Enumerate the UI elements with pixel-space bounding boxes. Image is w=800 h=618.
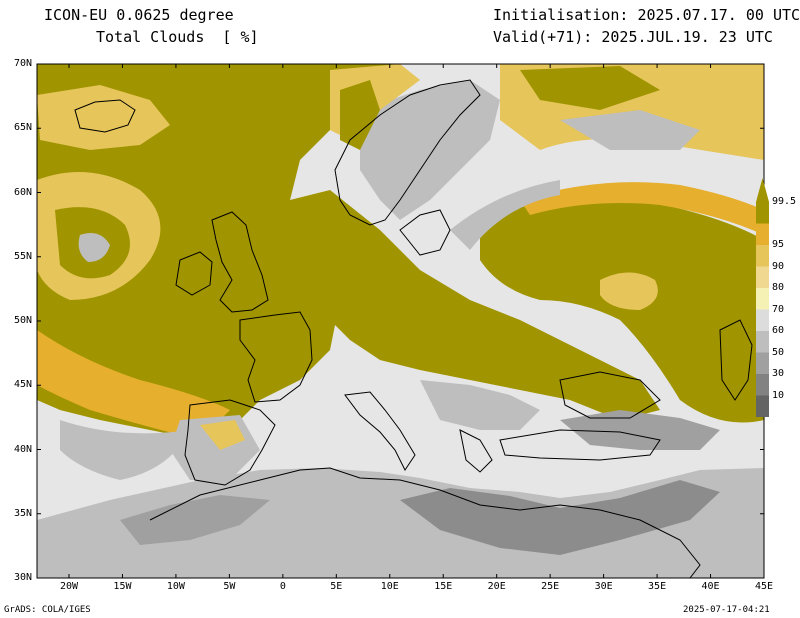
lon-label: 5E xyxy=(330,581,343,592)
lat-label: 70N xyxy=(13,58,32,69)
colorbar-segment xyxy=(756,395,769,417)
turkey-coast xyxy=(499,429,661,461)
model-title: ICON-EU 0.0625 degree xyxy=(44,6,234,24)
colorbar-label: 99.5 xyxy=(772,196,797,207)
italy-coast xyxy=(344,391,416,471)
colorbar-segment xyxy=(756,331,769,353)
lat-label: 65N xyxy=(13,122,32,134)
colorbar-label: 50 xyxy=(772,346,785,358)
colorbar-segment xyxy=(756,309,769,331)
colorbar-label: 70 xyxy=(772,303,785,315)
lon-label: 45E xyxy=(754,581,774,592)
lon-label: 5W xyxy=(223,581,236,592)
colorbar-segment xyxy=(756,202,769,224)
lon-label: 0 xyxy=(279,581,286,592)
britain-coast xyxy=(211,211,269,313)
colorbar-label: 90 xyxy=(772,260,785,272)
france-coast xyxy=(239,311,313,403)
colorbar-segment xyxy=(756,245,769,267)
norway-overcast xyxy=(340,80,380,150)
africa-coast xyxy=(149,467,701,578)
lat-label: 40N xyxy=(13,443,32,455)
footer-timestamp: 2025-07-17-04:21 xyxy=(683,605,770,615)
lon-label: 10W xyxy=(166,581,185,592)
iceland-coast xyxy=(74,99,136,133)
atlantic-southern-band xyxy=(37,330,230,440)
colorbar-segment xyxy=(756,266,769,288)
colorbar-segment xyxy=(756,352,769,374)
midatlantic-grey xyxy=(60,420,190,480)
blacksea-coast xyxy=(559,371,661,419)
russia-north-overcast xyxy=(520,66,660,110)
lon-label: 20E xyxy=(487,581,506,592)
lon-label: 30E xyxy=(594,581,613,592)
colorbar-segment xyxy=(756,374,769,396)
mediterranean-clear xyxy=(280,410,680,480)
colorbar-segment xyxy=(756,223,769,245)
caspian-coast xyxy=(719,319,753,401)
colorbar-label: 80 xyxy=(772,282,785,293)
iberia-coast xyxy=(184,399,276,486)
africa-dark-cloud xyxy=(400,480,720,555)
eastern-low-band xyxy=(520,182,764,235)
lon-label: 15E xyxy=(434,581,453,592)
russia-grey-patch xyxy=(560,110,700,150)
lon-label: 20W xyxy=(59,581,79,592)
lon-label: 25E xyxy=(541,581,560,592)
colorbar-segment xyxy=(756,288,769,310)
europe-overcast-band xyxy=(290,190,660,420)
lon-label: 15W xyxy=(113,581,132,592)
scandinavia-coast xyxy=(334,79,481,226)
colorbar-top-arrow xyxy=(756,178,769,202)
france-overcast xyxy=(215,260,340,400)
initialisation-time: Initialisation: 2025.07.17. 00 UTC xyxy=(493,6,800,24)
map-area xyxy=(37,64,764,578)
lat-label: 45N xyxy=(13,379,32,391)
iberia-yellow xyxy=(200,420,245,450)
lat-label: 55N xyxy=(13,250,32,262)
lon-label: 40E xyxy=(701,581,720,592)
lat-label: 60N xyxy=(13,186,32,198)
colorbar-label: 95 xyxy=(772,239,785,250)
ireland-coast xyxy=(175,251,213,296)
eastern-grey-arc xyxy=(450,180,560,250)
lat-label: 50N xyxy=(13,315,32,326)
greece-coast xyxy=(459,429,493,473)
turkey-grey xyxy=(560,410,720,450)
balkans-grey xyxy=(420,380,540,430)
field-title: Total Clouds [ %] xyxy=(96,28,259,46)
colorbar-label: 10 xyxy=(772,389,785,401)
lat-label: 30N xyxy=(13,572,32,583)
eastern-low-clear-core xyxy=(600,272,658,310)
footer-credit: GrADS: COLA/IGES xyxy=(4,605,91,615)
atlas-cloud xyxy=(120,495,270,545)
iceland-clear xyxy=(37,85,170,150)
lon-label: 10E xyxy=(380,581,399,592)
eastern-low-overcast xyxy=(480,197,764,423)
valid-time: Valid(+71): 2025.JUL.19. 23 UTC xyxy=(493,28,773,46)
coastlines xyxy=(74,79,753,578)
colorbar xyxy=(756,178,769,417)
colorbar-label: 30 xyxy=(772,368,785,379)
baltic-coast xyxy=(399,209,451,256)
atlantic-swirl-grey xyxy=(78,232,110,262)
colorbar-label: 60 xyxy=(772,325,785,336)
lon-label: 35E xyxy=(648,581,667,592)
scandinavia-grey xyxy=(360,80,500,220)
lat-label: 35N xyxy=(13,507,32,519)
